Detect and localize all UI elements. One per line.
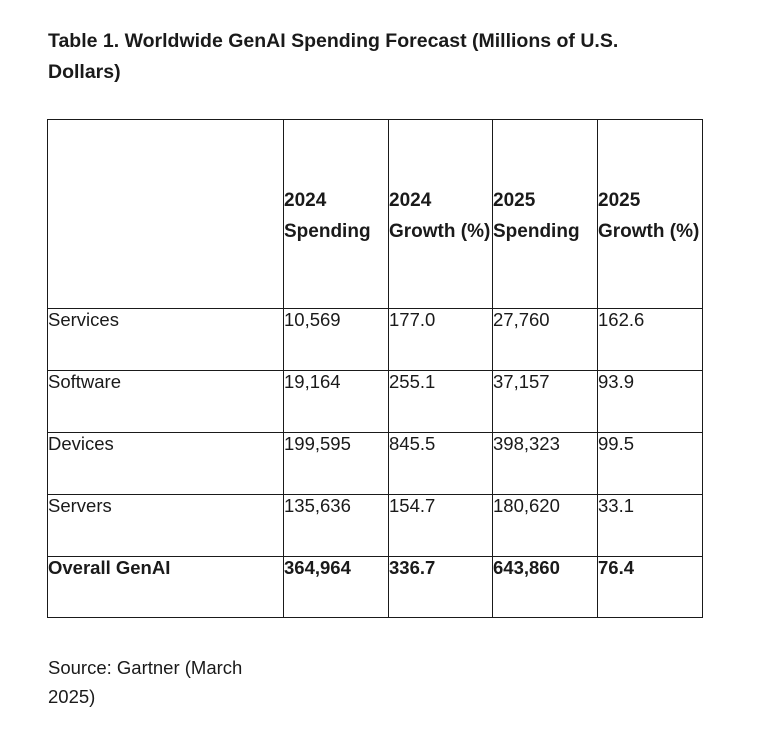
header-cell-2025-growth: 2025 Growth (%) xyxy=(597,119,703,309)
cell-2024-growth: 845.5 xyxy=(388,432,493,495)
row-label: Devices xyxy=(47,432,284,495)
table-header-row: 2024 Spending 2024 Growth (%) 2025 Spend… xyxy=(47,119,703,309)
cell-2024-spending: 10,569 xyxy=(283,308,389,371)
header-cell-category xyxy=(47,119,284,309)
cell-2024-growth: 154.7 xyxy=(388,494,493,557)
header-cell-2024-spending: 2024 Spending xyxy=(283,119,389,309)
table-caption: Table 1. Worldwide GenAI Spending Foreca… xyxy=(48,30,619,83)
cell-2025-growth: 162.6 xyxy=(597,308,703,371)
spending-forecast-table: 2024 Spending 2024 Growth (%) 2025 Spend… xyxy=(47,119,703,618)
cell-2024-spending: 19,164 xyxy=(283,370,389,433)
cell-2024-spending: 135,636 xyxy=(283,494,389,557)
row-label: Services xyxy=(47,308,284,371)
cell-2025-spending: 398,323 xyxy=(492,432,598,495)
row-label: Servers xyxy=(47,494,284,557)
row-label: Software xyxy=(47,370,284,433)
table-row-services: Services 10,569 177.0 27,760 162.6 xyxy=(47,308,703,371)
table-row-overall-genai: Overall GenAI 364,964 336.7 643,860 76.4 xyxy=(47,556,703,618)
cell-2025-spending: 37,157 xyxy=(492,370,598,433)
cell-2025-growth: 76.4 xyxy=(597,556,703,618)
cell-2024-growth: 255.1 xyxy=(388,370,493,433)
header-cell-2024-growth: 2024 Growth (%) xyxy=(388,119,493,309)
cell-2025-growth: 33.1 xyxy=(597,494,703,557)
cell-2024-spending: 364,964 xyxy=(283,556,389,618)
cell-2025-spending: 180,620 xyxy=(492,494,598,557)
cell-2025-growth: 99.5 xyxy=(597,432,703,495)
cell-2025-growth: 93.9 xyxy=(597,370,703,433)
cell-2024-spending: 199,595 xyxy=(283,432,389,495)
header-cell-2025-spending: 2025 Spending xyxy=(492,119,598,309)
cell-2025-spending: 643,860 xyxy=(492,556,598,618)
cell-2024-growth: 177.0 xyxy=(388,308,493,371)
table-row-servers: Servers 135,636 154.7 180,620 33.1 xyxy=(47,494,703,557)
table-row-software: Software 19,164 255.1 37,157 93.9 xyxy=(47,370,703,433)
row-label: Overall GenAI xyxy=(47,556,284,618)
cell-2024-growth: 336.7 xyxy=(388,556,493,618)
table-row-devices: Devices 199,595 845.5 398,323 99.5 xyxy=(47,432,703,495)
source-note: Source: Gartner (March 2025) xyxy=(48,657,243,707)
cell-2025-spending: 27,760 xyxy=(492,308,598,371)
